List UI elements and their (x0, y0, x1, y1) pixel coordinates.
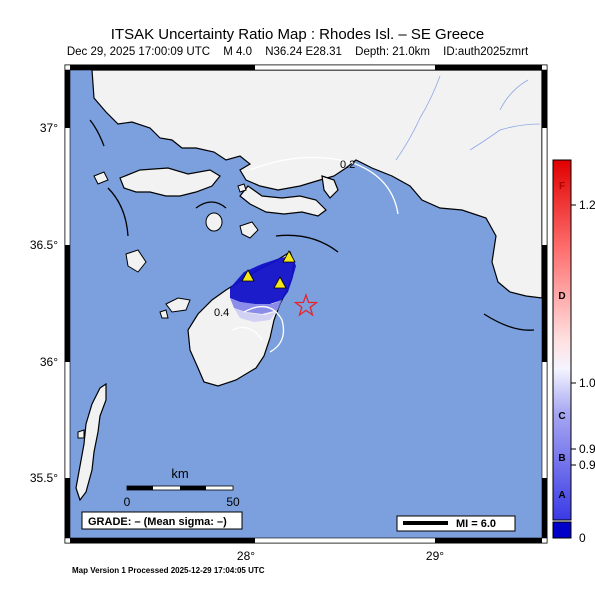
scale-end: 50 (226, 495, 240, 509)
event-depth: Depth: 21.0km (355, 46, 430, 58)
event-id: ID:auth2025zmrt (443, 46, 529, 58)
contour-0.4 (243, 305, 285, 353)
fault-line (107, 187, 129, 237)
scale-unit: km (171, 466, 188, 481)
nisyros-island (205, 212, 223, 232)
symi-island (239, 221, 259, 239)
islet (237, 183, 247, 193)
station-marker (241, 269, 255, 282)
kos-island (119, 167, 221, 197)
lon-label: 28° (237, 549, 255, 563)
fault-line (275, 234, 339, 253)
lat-label: 37° (40, 121, 58, 135)
map-title: ITSAK Uncertainty Ratio Map : Rhodes Isl… (110, 26, 485, 43)
peninsula (239, 185, 327, 217)
grade-box: GRADE: – (Mean sigma: –) (81, 511, 243, 530)
map-border (64, 64, 548, 544)
grade-b: B (558, 453, 565, 464)
grade-c: C (558, 411, 565, 422)
event-location: N36.24 E28.31 (265, 46, 342, 58)
lat-label: 36° (40, 355, 58, 369)
grade-text: GRADE: – (Mean sigma: –) (88, 516, 227, 528)
scale-start: 0 (124, 495, 131, 509)
colorbar-value: 1.2 (579, 198, 595, 212)
turkey-coast (91, 70, 542, 299)
karpathos-island (75, 382, 107, 502)
lat-label: 36.5° (30, 238, 58, 252)
colorbar-value: 1.0 (579, 376, 595, 390)
fault-line (89, 119, 105, 147)
colorbar-value: 0.9 (579, 442, 595, 456)
fault-line (483, 313, 535, 331)
chalki-island (165, 297, 191, 313)
low-ratio-zone (234, 308, 276, 322)
event-info: Dec 29, 2025 17:00:09 UTC M 4.0 N36.24 E… (0, 46, 595, 58)
lon-label: 29° (426, 549, 444, 563)
contour-label: 0.2 (340, 159, 355, 171)
fault-line (195, 201, 227, 209)
islet (93, 171, 109, 185)
saria-islet (77, 429, 85, 439)
processing-footer: Map Version 1 Processed 2025-12-29 17:04… (72, 566, 265, 575)
grade-f: F (559, 181, 565, 192)
event-datetime: Dec 29, 2025 17:00:09 UTC (66, 46, 211, 58)
colorbar-value: 0 (579, 531, 586, 545)
tilos-island (125, 249, 147, 273)
event-magnitude: M 4.0 (223, 46, 252, 58)
legend-box: MI = 6.0 (396, 515, 516, 532)
colorbar: F D C B A 1.2 1.0 0.9 0.9 0 (552, 159, 595, 545)
contour-inner (231, 327, 263, 341)
river (395, 75, 441, 161)
grade-a: A (558, 490, 565, 501)
scale-bar: km 0 50 (124, 466, 240, 509)
contour-label: 0.4 (214, 307, 229, 319)
high-ratio-zone (230, 256, 296, 304)
legend-text: MI = 6.0 (456, 518, 496, 530)
epicenter-star (293, 293, 319, 317)
grade-d: D (558, 291, 565, 302)
contour-0.2 (249, 156, 399, 215)
lat-label: 35.5° (30, 471, 58, 485)
medium-ratio-zone (230, 298, 282, 314)
peninsula-small (321, 175, 339, 199)
river (469, 123, 541, 151)
station-marker (273, 276, 287, 289)
islet (159, 309, 169, 319)
river (499, 79, 529, 111)
colorbar-value: 0.9 (579, 458, 595, 472)
station-marker (282, 250, 296, 263)
